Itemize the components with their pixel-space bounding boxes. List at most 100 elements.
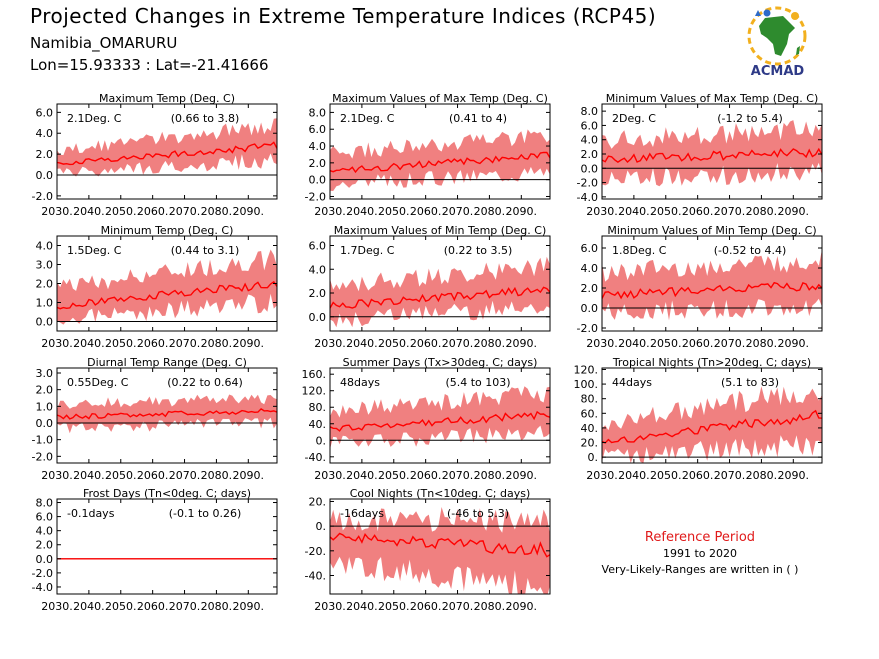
x-tick-label: 2060. (137, 469, 169, 482)
y-tick-label: 0.0 (36, 417, 54, 430)
y-tick-label: 160. (302, 368, 327, 381)
y-tick-label: 80. (309, 401, 327, 414)
x-tick-label: 2070. (169, 600, 201, 613)
range-label: (-0.52 to 4.4) (714, 244, 787, 257)
y-tick-label: 4.0 (36, 127, 54, 140)
range-band (602, 120, 822, 187)
y-tick-label: 0. (588, 451, 599, 464)
change-label: 1.5Deg. C (67, 244, 122, 257)
chart-title: Diurnal Temp Range (Deg. C) (87, 356, 247, 369)
x-tick-label: 2080. (474, 600, 506, 613)
y-tick-label: 0.0 (36, 316, 54, 329)
location-label: Namibia_OMARURU (30, 34, 178, 52)
chart-panel-5: 6.0 4.0 2.0 0.0 2030. 2040. 2050. 2060. 2070. 208… (309, 224, 551, 350)
x-tick-label: 2070. (714, 205, 746, 218)
x-tick-label: 2060. (410, 600, 442, 613)
x-tick-label: 2070. (169, 205, 201, 218)
plot-frame (329, 103, 551, 200)
range-label: (0.41 to 4) (449, 112, 507, 125)
range-band (57, 118, 277, 177)
x-tick-label: 2050. (105, 600, 137, 613)
x-tick-label: 2050. (105, 205, 137, 218)
chart-title: Summer Days (Tx>30deg. C; days) (343, 356, 538, 369)
x-tick-label: 2040. (73, 469, 105, 482)
y-tick-label: 60. (581, 407, 599, 420)
acmad-logo: ACMAD (735, 4, 820, 84)
plot-frame (56, 103, 278, 200)
y-tick-label: -1.0 (32, 434, 53, 447)
x-tick-label: 2050. (378, 469, 410, 482)
change-label: -0.1days (67, 507, 115, 520)
reference-years: 1991 to 2020 (662, 547, 738, 560)
x-tick-label: 2090. (506, 469, 538, 482)
reference-note: Very-Likely-Ranges are written in ( ) (601, 563, 799, 576)
x-tick-label: 2030. (41, 600, 73, 613)
y-tick-label: 8.0 (581, 105, 599, 118)
y-tick-label: -2.0 (32, 190, 53, 203)
mean-line (602, 147, 822, 163)
y-tick-label: 4.0 (36, 240, 54, 253)
x-tick-label: 2080. (746, 469, 778, 482)
logo-text: ACMAD (750, 64, 805, 79)
x-tick-label: 2060. (410, 337, 442, 350)
y-tick-label: 2.0 (581, 282, 599, 295)
x-tick-label: 2060. (410, 205, 442, 218)
range-label: (5.4 to 103) (445, 376, 510, 389)
y-tick-label: -40. (305, 569, 326, 582)
y-tick-label: 2.0 (36, 278, 54, 291)
change-label: 2.1Deg. C (67, 112, 122, 125)
range-label: (0.44 to 3.1) (171, 244, 240, 257)
x-tick-label: 2040. (618, 337, 650, 350)
chart-title: Minimum Values of Max Temp (Deg. C) (606, 92, 819, 105)
x-tick-label: 2080. (746, 205, 778, 218)
y-tick-label: 2.0 (36, 384, 54, 397)
range-band (330, 256, 550, 328)
x-tick-label: 2070. (714, 469, 746, 482)
y-tick-label: 2.0 (36, 539, 54, 552)
range-label: (0.66 to 3.8) (171, 112, 240, 125)
x-tick-label: 2090. (506, 337, 538, 350)
y-tick-label: 0.0 (581, 162, 599, 175)
range-band (602, 249, 822, 321)
chart-panel-9: 120. 100. 80.60. 40. 20.0. 2030. 2040. 2050. 206… (574, 356, 823, 482)
x-tick-label: 2030. (586, 337, 618, 350)
y-tick-label: 6.0 (36, 106, 54, 119)
x-tick-label: 2090. (233, 205, 265, 218)
x-tick-label: 2070. (442, 600, 474, 613)
x-tick-label: 2090. (778, 205, 810, 218)
y-tick-label: 20. (309, 495, 327, 508)
range-label: (-46 to 5.3) (447, 507, 509, 520)
x-tick-label: 2030. (314, 205, 346, 218)
x-tick-label: 2080. (201, 469, 233, 482)
x-tick-label: 2070. (169, 469, 201, 482)
y-tick-label: 20. (581, 437, 599, 450)
x-tick-label: 2050. (650, 337, 682, 350)
y-tick-label: 120. (574, 363, 599, 376)
plot-frame (56, 367, 278, 464)
page-title: Projected Changes in Extreme Temperature… (30, 4, 657, 28)
y-tick-label: 100. (574, 378, 599, 391)
y-tick-label: 0. (316, 434, 327, 447)
mean-line (57, 280, 277, 310)
change-label: 0.55Deg. C (67, 376, 129, 389)
x-tick-label: 2060. (137, 205, 169, 218)
mean-line (602, 409, 822, 444)
y-tick-label: 6.0 (36, 511, 54, 524)
y-tick-label: 3.0 (36, 259, 54, 272)
x-tick-label: 2040. (618, 205, 650, 218)
range-label: (5.1 to 83) (721, 376, 779, 389)
x-tick-label: 2050. (105, 469, 137, 482)
chart-panel-11: 20.0.-20.-40.2030. 2040. 2050. 2060. 2070. 20… (305, 487, 551, 613)
x-tick-label: 2050. (378, 337, 410, 350)
africa-map-icon (747, 6, 807, 66)
chart-panel-7: 3.0 2.0 1.0 0.0 -1.0 -2.0 2030. 2040. 2050. 2060.… (32, 356, 278, 482)
y-tick-label: 0.0 (309, 311, 327, 324)
x-tick-label: 2060. (137, 337, 169, 350)
range-band (330, 129, 550, 191)
x-tick-label: 2090. (778, 469, 810, 482)
x-tick-label: 2040. (73, 600, 105, 613)
plot-frame (56, 498, 278, 595)
